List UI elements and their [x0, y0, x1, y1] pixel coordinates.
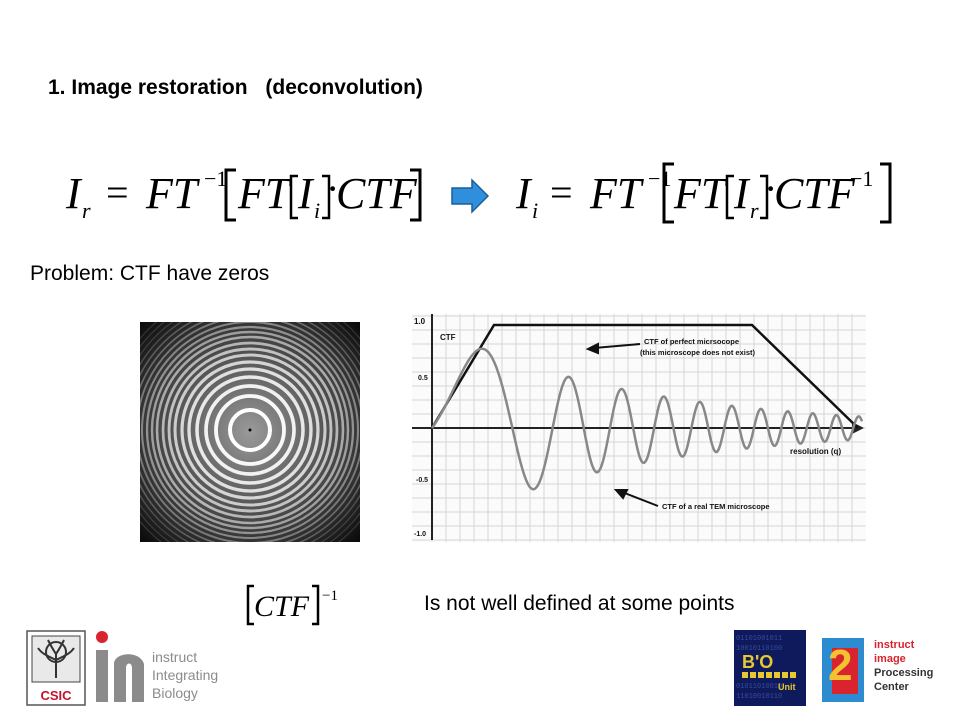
- thon-ring: [214, 394, 286, 466]
- thon-ring: [155, 335, 345, 525]
- ctf-ytick-3: -0.5: [416, 477, 428, 484]
- thon-rings-image: [140, 322, 360, 542]
- equation-restoration: I r = FT −1 FT I i · CTF: [65, 166, 422, 223]
- ipc-text-2: image: [874, 653, 906, 665]
- implies-arrow: [451, 178, 490, 214]
- title-number: 1.: [48, 76, 66, 99]
- eq1-bracket-inner-left: [289, 174, 298, 220]
- ipc-digit: 2: [828, 641, 852, 690]
- ctf-inverse-expression: CTF −1: [246, 584, 338, 626]
- slide-title: 1. Image restoration (deconvolution): [48, 76, 423, 100]
- equation-deconvolution: I i = FT −1 FT I r · CTF −1: [515, 162, 892, 224]
- ctf-ytick-2: 0.5: [418, 375, 428, 382]
- eq1-equals: =: [106, 170, 129, 215]
- thon-ring: [173, 353, 327, 507]
- eq2-inverse: −1: [648, 166, 671, 191]
- ctf-xlabel: resolution (q): [790, 447, 841, 456]
- ctf-ytick-4: -1.0: [414, 531, 426, 538]
- csic-logo: CSIC: [26, 630, 86, 706]
- ctf-ylabel: CTF: [440, 333, 456, 342]
- ipc-text-1: instruct: [874, 639, 915, 651]
- ipc-text-3: Processing: [874, 667, 933, 679]
- eq1-bracket-inner-right: [322, 174, 331, 220]
- eq1-lhs: I: [65, 169, 83, 218]
- eq2-ctf: CTF: [774, 169, 856, 218]
- eq2-dot: ·: [764, 166, 777, 211]
- bio-unit-text: Unit: [778, 682, 796, 692]
- eq2-equals: =: [550, 170, 573, 215]
- instruct-logo: instruct Integrating Biology: [96, 631, 218, 702]
- ctf-plot: 1.0 0.5 -0.5 -1.0 CTF resolution (q) CTF…: [412, 314, 866, 542]
- eq2-ir: I: [733, 169, 751, 218]
- thon-ring: [180, 360, 320, 500]
- annotation-perfect-arrowhead: [585, 342, 599, 355]
- eq1-ctf: CTF: [336, 169, 418, 218]
- tree-icon: [37, 639, 75, 678]
- svg-text:10010110100: 10010110100: [736, 645, 782, 653]
- eq1-ii: I: [297, 169, 315, 218]
- title-paren: (deconvolution): [265, 76, 423, 99]
- perfect-ctf-line: [430, 323, 859, 429]
- instruct-text-1: instruct: [152, 649, 197, 665]
- bio-unit-logo: 01101001011 10010110100 01011010010 1101…: [734, 630, 806, 706]
- bio-text: B'O: [742, 652, 773, 672]
- annotation-real-arrowhead: [613, 489, 629, 500]
- eq1-bracket-left: [224, 168, 236, 222]
- eq1-ft2: FT: [237, 169, 293, 218]
- equations-row: I r = FT −1 FT I i · CTF I i = FT −1: [65, 162, 892, 224]
- annotation-real-arrow: [621, 491, 659, 507]
- ctf-ytick-1: 1.0: [414, 317, 426, 326]
- csic-text: CSIC: [40, 688, 72, 703]
- thon-ring: [140, 322, 360, 540]
- ipc-logo: 2 instruct image Processing Center: [822, 638, 933, 702]
- eq2-bracket-right: [880, 162, 892, 224]
- annotation-perfect-line2: (this microscope does not exist): [640, 348, 756, 357]
- eq2-ir-sub: r: [750, 198, 759, 223]
- svg-text:01101001011: 01101001011: [736, 635, 782, 643]
- eq1-inverse: −1: [204, 166, 227, 191]
- problem-text: Problem: CTF have zeros: [30, 262, 270, 285]
- eq1-bracket-right: [410, 168, 422, 222]
- ipc-text-4: Center: [874, 681, 910, 693]
- svg-text:01011010010: 01011010010: [736, 683, 782, 691]
- eq1-lhs-sub: r: [82, 198, 91, 223]
- title-main: Image restoration: [71, 76, 248, 99]
- eq2-bracket-inner-left: [725, 174, 734, 220]
- eq2-bracket-inner-right: [760, 174, 769, 220]
- thon-ring: [204, 384, 296, 476]
- eq1-ft: FT: [145, 169, 201, 218]
- eq2-lhs-sub: i: [532, 198, 538, 223]
- thon-ring: [145, 325, 355, 535]
- annotation-real: CTF of a real TEM microscope: [662, 502, 770, 511]
- eq3-bracket-right: [312, 584, 320, 626]
- thon-ring: [161, 341, 339, 519]
- eq3-bracket-left: [246, 584, 254, 626]
- annotation-perfect-arrow: [593, 343, 641, 349]
- eq2-bracket-left: [662, 162, 674, 224]
- thon-ring: [195, 375, 305, 485]
- thon-ring: [167, 347, 333, 513]
- thon-ring: [187, 367, 313, 493]
- eq3-ctf: CTF: [254, 590, 310, 623]
- eq1-dot: ·: [326, 166, 339, 211]
- thon-ring: [150, 330, 350, 530]
- eq2-ft2: FT: [673, 169, 729, 218]
- annotation-perfect-line1: CTF of perfect micrsocope: [644, 337, 739, 346]
- note-text: Is not well defined at some points: [424, 592, 735, 615]
- svg-text:11010010110: 11010010110: [736, 693, 782, 701]
- eq3-inverse: −1: [322, 588, 338, 604]
- eq2-ft: FT: [589, 169, 645, 218]
- eq2-lhs: I: [515, 169, 533, 218]
- instruct-text-2: Integrating: [152, 667, 218, 683]
- eq2-ctf-inverse: −1: [850, 166, 873, 191]
- eq1-ii-sub: i: [314, 198, 320, 223]
- real-ctf-curve: [430, 347, 864, 491]
- thon-ring: [228, 408, 272, 452]
- instruct-text-3: Biology: [152, 685, 198, 701]
